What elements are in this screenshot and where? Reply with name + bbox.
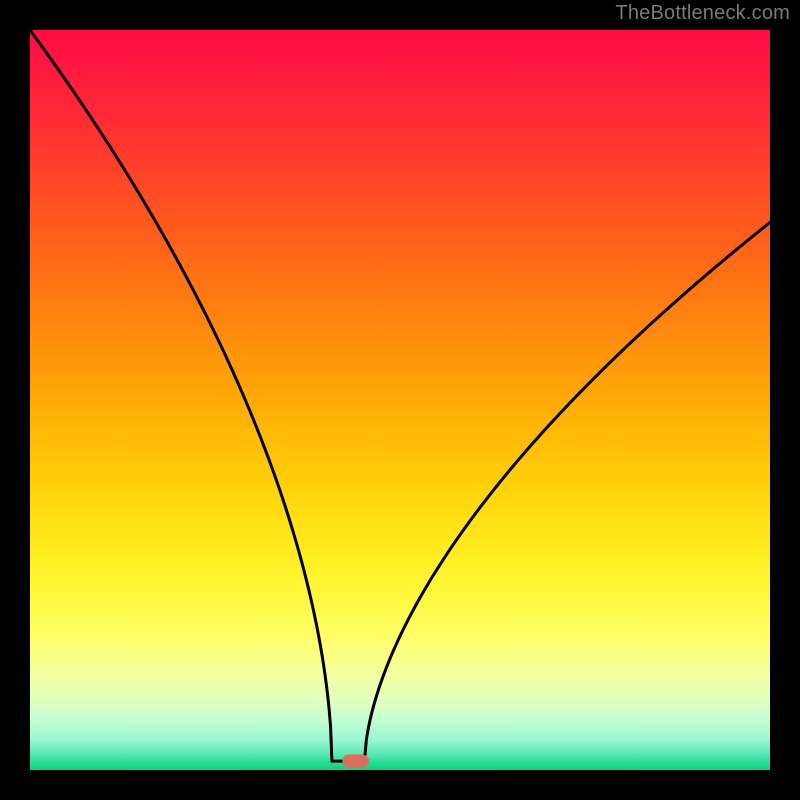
plot-background [30, 30, 770, 770]
chart-stage: TheBottleneck.com [0, 0, 800, 800]
bottleneck-chart [0, 0, 800, 800]
watermark-text: TheBottleneck.com [615, 2, 790, 25]
vertex-marker [342, 754, 369, 767]
